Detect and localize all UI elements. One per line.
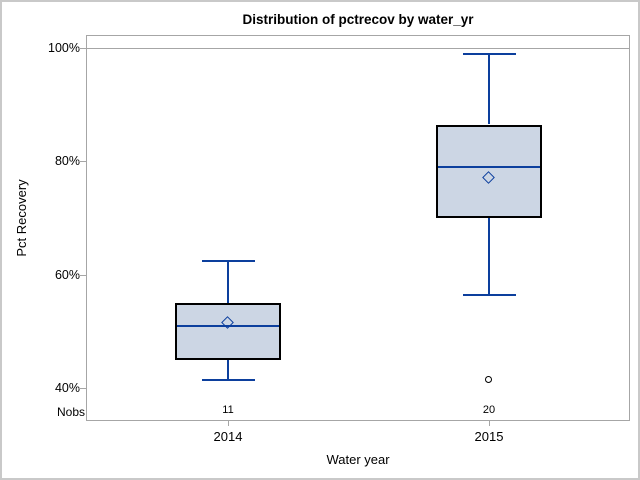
box-iqr-2015	[436, 124, 542, 218]
whisker-upper-cap-2014	[201, 259, 255, 262]
y-tick-mark-40	[78, 388, 86, 389]
whisker-lower-cap-2015	[462, 293, 516, 296]
x-axis-label: Water year	[326, 452, 390, 467]
median-line-2014	[177, 324, 279, 327]
whisker-lower-cap-2014	[201, 378, 255, 381]
y-axis-label: Pct Recovery	[14, 179, 29, 257]
nobs-value-2015: 20	[482, 404, 496, 416]
y-tick-mark-60	[78, 275, 86, 276]
whisker-upper-stem-2014	[227, 260, 229, 303]
median-line-2015	[438, 166, 540, 168]
nobs-value-2014: 11	[222, 404, 234, 416]
gridline-100pct	[86, 48, 630, 49]
chart-title: Distribution of pctrecov by water_yr	[242, 12, 474, 27]
x-category-label-2015: 2015	[474, 429, 504, 444]
y-tick-label-100: 100%	[48, 41, 80, 55]
x-category-label-2014: 2014	[213, 429, 243, 444]
x-tick-mark-2014	[228, 421, 229, 426]
plot-area-frame	[86, 35, 630, 421]
x-tick-mark-2015	[489, 421, 490, 426]
whisker-lower-stem-2014	[227, 359, 229, 380]
y-tick-mark-100	[78, 48, 86, 49]
whisker-upper-stem-2015	[488, 53, 490, 125]
box-iqr-2014	[175, 303, 281, 360]
outlier-marker-2015-0	[485, 375, 492, 383]
nobs-row-label: Nobs	[56, 405, 85, 419]
whisker-upper-cap-2015	[462, 52, 516, 55]
y-tick-label-60: 60%	[54, 268, 80, 282]
y-tick-label-80: 80%	[54, 154, 80, 168]
y-tick-label-40: 40%	[54, 381, 80, 395]
y-tick-mark-80	[78, 161, 86, 162]
whisker-lower-stem-2015	[488, 218, 490, 295]
